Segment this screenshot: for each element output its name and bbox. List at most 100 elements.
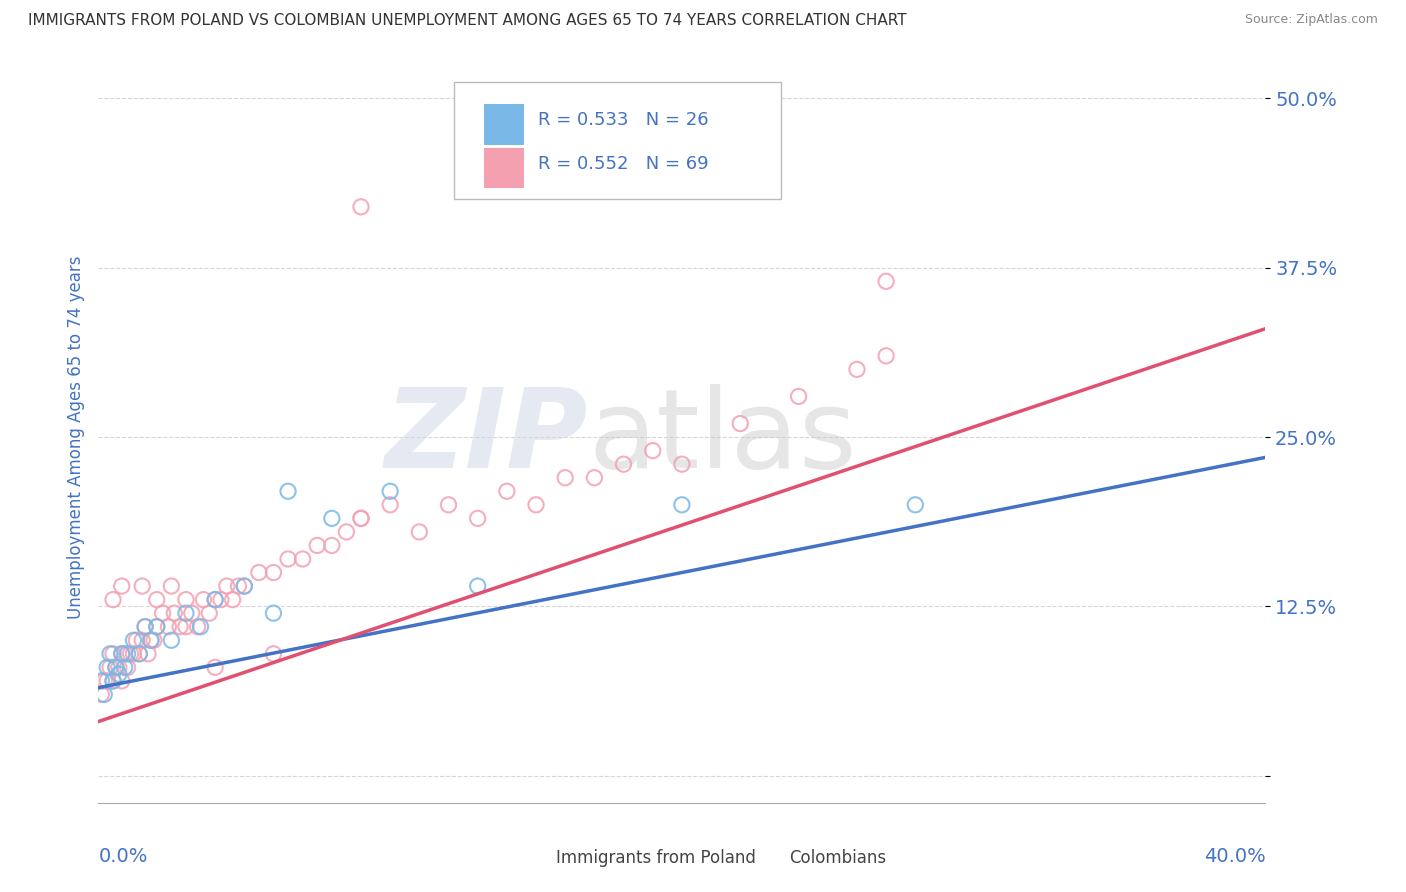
Point — [875, 274, 897, 288]
Point — [262, 606, 284, 620]
Point — [98, 647, 121, 661]
Point — [96, 673, 118, 688]
Text: Colombians: Colombians — [789, 849, 886, 867]
Point — [321, 511, 343, 525]
Point — [204, 592, 226, 607]
Text: 0.0%: 0.0% — [98, 847, 148, 866]
FancyBboxPatch shape — [484, 104, 524, 145]
Point — [93, 688, 115, 702]
Point — [180, 606, 202, 620]
Point — [163, 606, 186, 620]
FancyBboxPatch shape — [513, 841, 546, 876]
Point — [128, 647, 150, 661]
Point — [146, 620, 169, 634]
Point — [101, 673, 124, 688]
FancyBboxPatch shape — [484, 148, 524, 188]
Point — [215, 579, 238, 593]
Point — [496, 484, 519, 499]
Y-axis label: Unemployment Among Ages 65 to 74 years: Unemployment Among Ages 65 to 74 years — [66, 255, 84, 619]
Point — [277, 552, 299, 566]
Point — [139, 633, 162, 648]
Point — [111, 647, 134, 661]
Point — [671, 498, 693, 512]
Point — [408, 524, 430, 539]
Point — [146, 592, 169, 607]
Point — [111, 579, 134, 593]
Point — [96, 660, 118, 674]
Point — [134, 620, 156, 634]
Point — [101, 647, 124, 661]
Point — [307, 538, 329, 552]
Point — [221, 592, 243, 607]
Point — [157, 620, 180, 634]
Point — [134, 620, 156, 634]
Point — [139, 633, 162, 648]
FancyBboxPatch shape — [747, 841, 779, 876]
Point — [187, 620, 209, 634]
Point — [120, 647, 142, 661]
Point — [335, 524, 357, 539]
Point — [554, 471, 576, 485]
Point — [467, 511, 489, 525]
Point — [350, 511, 373, 525]
Point — [122, 647, 145, 661]
Text: Source: ZipAtlas.com: Source: ZipAtlas.com — [1244, 13, 1378, 27]
Text: R = 0.552   N = 69: R = 0.552 N = 69 — [538, 155, 709, 173]
Point — [169, 620, 191, 634]
Point — [104, 660, 127, 674]
Point — [174, 592, 197, 607]
Point — [247, 566, 270, 580]
Point — [671, 457, 693, 471]
Point — [204, 592, 226, 607]
Point — [125, 633, 148, 648]
Point — [380, 498, 402, 512]
Point — [787, 389, 810, 403]
Point — [641, 443, 664, 458]
Point — [875, 349, 897, 363]
Text: ZIP: ZIP — [385, 384, 589, 491]
Point — [114, 660, 136, 674]
Point — [117, 647, 139, 661]
Point — [204, 660, 226, 674]
Point — [128, 647, 150, 661]
Point — [131, 633, 153, 648]
Point — [90, 673, 112, 688]
Point — [380, 484, 402, 499]
Point — [291, 552, 314, 566]
Point — [122, 633, 145, 648]
Point — [131, 579, 153, 593]
Point — [152, 606, 174, 620]
Text: atlas: atlas — [589, 384, 858, 491]
Point — [262, 566, 284, 580]
Text: Immigrants from Poland: Immigrants from Poland — [555, 849, 756, 867]
Text: R = 0.533   N = 26: R = 0.533 N = 26 — [538, 112, 709, 129]
Point — [111, 673, 134, 688]
Point — [437, 498, 460, 512]
Point — [101, 673, 124, 688]
Point — [108, 660, 131, 674]
Point — [350, 511, 373, 525]
Point — [108, 667, 131, 681]
Point — [104, 660, 127, 674]
Point — [160, 579, 183, 593]
Point — [467, 579, 489, 593]
Point — [277, 484, 299, 499]
Point — [524, 498, 547, 512]
Point — [174, 620, 197, 634]
Point — [146, 620, 169, 634]
Point — [174, 606, 197, 620]
Point — [190, 620, 212, 634]
Point — [233, 579, 256, 593]
Point — [846, 362, 869, 376]
Point — [142, 633, 165, 648]
Text: IMMIGRANTS FROM POLAND VS COLOMBIAN UNEMPLOYMENT AMONG AGES 65 TO 74 YEARS CORRE: IMMIGRANTS FROM POLAND VS COLOMBIAN UNEM… — [28, 13, 907, 29]
Point — [198, 606, 221, 620]
Point — [193, 592, 215, 607]
Text: 40.0%: 40.0% — [1204, 847, 1265, 866]
Point — [160, 633, 183, 648]
Point — [228, 579, 250, 593]
Point — [114, 647, 136, 661]
Point — [233, 579, 256, 593]
FancyBboxPatch shape — [454, 82, 782, 200]
Point — [583, 471, 606, 485]
